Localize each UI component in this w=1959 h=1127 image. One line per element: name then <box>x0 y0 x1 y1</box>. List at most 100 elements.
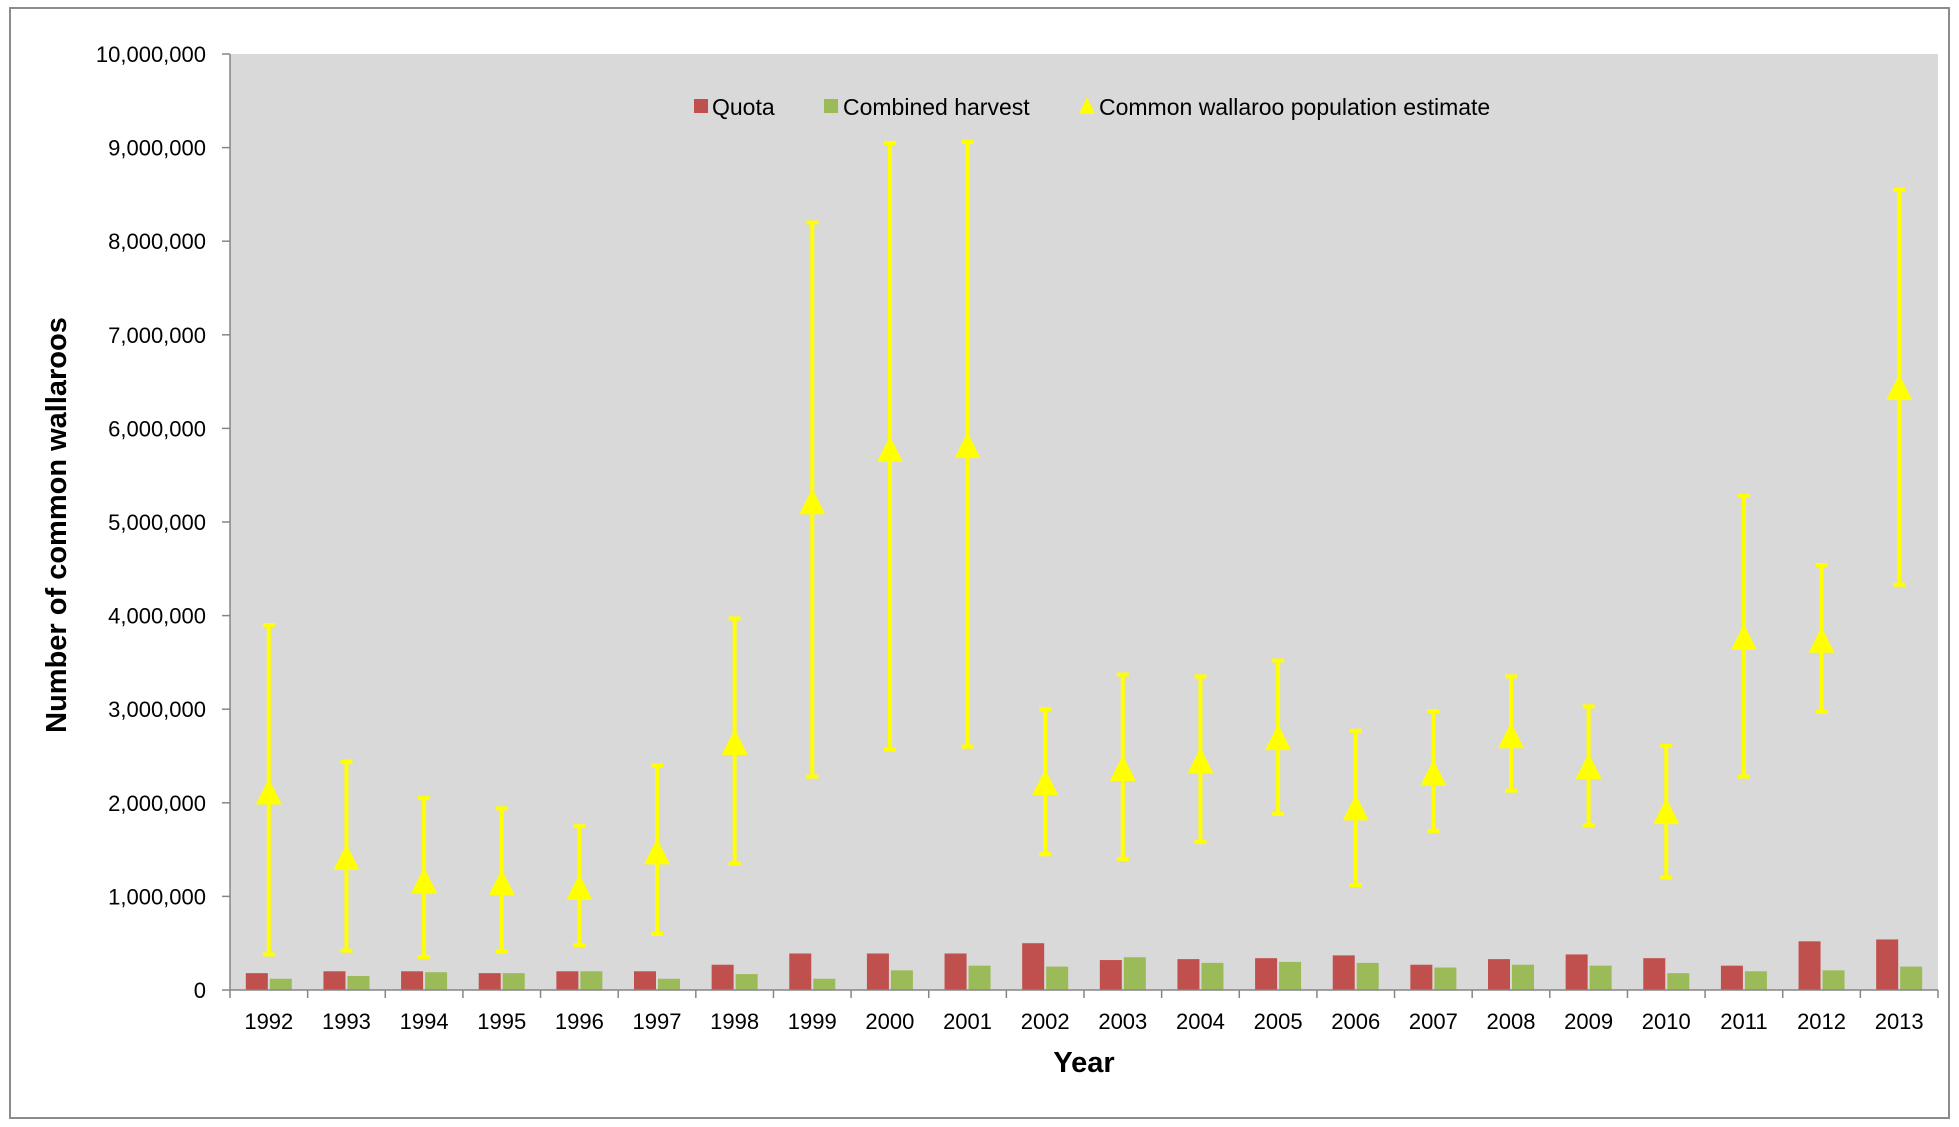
harvest-bar-2005 <box>1279 961 1302 990</box>
x-ticks-layer: 1992 1993 1994 1995 1996 1997 1998 1999 2000 2001… <box>229 990 1939 1034</box>
legend-label-population-estimate: Common wallaroo population estimate <box>1099 94 1490 120</box>
population-marker-2004 <box>1187 747 1214 774</box>
harvest-bar-2003 <box>1123 957 1146 990</box>
x-tick-label-1993: 1993 <box>322 1009 371 1034</box>
quota-bar-2002 <box>1022 943 1045 990</box>
quota-bar-2000 <box>866 953 889 990</box>
y-tick-label: 9,000,000 <box>108 136 206 161</box>
quota-bar-2008 <box>1488 959 1510 990</box>
harvest-bar-1995 <box>502 973 525 990</box>
harvest-bar-1997 <box>658 978 680 990</box>
quota-bar-2006 <box>1332 955 1355 990</box>
harvest-bar-1996 <box>580 971 603 990</box>
quota-bar-2004 <box>1177 959 1200 990</box>
y-ticks-layer: 0 1,000,000 2,000,000 3,000,000 4,000,000 5,0… <box>96 42 230 1003</box>
quota-bar-2013 <box>1876 939 1899 990</box>
x-tick-label-2005: 2005 <box>1254 1009 1303 1034</box>
x-tick-label-2000: 2000 <box>865 1009 914 1034</box>
x-tick-label-2010: 2010 <box>1642 1009 1691 1034</box>
population-marker-2009 <box>1575 753 1602 780</box>
y-tick-label: 7,000,000 <box>108 323 206 348</box>
quota-bar-2001 <box>944 953 967 990</box>
population-marker-1997 <box>644 838 670 865</box>
population-marker-1995 <box>488 869 515 896</box>
harvest-bar-2006 <box>1356 962 1379 990</box>
x-tick-label-2002: 2002 <box>1021 1009 1070 1034</box>
y-tick-label: 5,000,000 <box>108 510 206 535</box>
harvest-bar-2000 <box>890 970 913 990</box>
x-tick-label-2007: 2007 <box>1409 1009 1458 1034</box>
quota-bar-1995 <box>478 973 501 990</box>
quota-bar-2009 <box>1565 954 1588 990</box>
x-tick-label-1994: 1994 <box>400 1009 449 1034</box>
quota-bar-2007 <box>1410 964 1433 990</box>
population-marker-2013 <box>1886 374 1913 401</box>
harvest-bar-2002 <box>1046 966 1069 990</box>
harvest-bar-1992 <box>269 978 292 990</box>
legend-label-combined-harvest: Combined harvest <box>843 94 1030 120</box>
quota-bar-1999 <box>789 953 812 990</box>
harvest-bar-2010 <box>1667 973 1690 990</box>
legend: Quota Combined harvest Common wallaroo p… <box>694 94 1490 120</box>
population-marker-2001 <box>954 432 981 459</box>
population-marker-2007 <box>1420 759 1447 786</box>
quota-bar-1994 <box>401 971 424 990</box>
quota-bar-1992 <box>245 973 268 990</box>
x-tick-label-2004: 2004 <box>1176 1009 1225 1034</box>
quota-bar-2012 <box>1798 941 1821 990</box>
plot-area <box>230 54 1938 990</box>
x-tick-label-2009: 2009 <box>1564 1009 1613 1034</box>
x-tick-label-1997: 1997 <box>633 1009 682 1034</box>
harvest-bar-2008 <box>1512 964 1534 990</box>
harvest-bar-2007 <box>1434 967 1457 990</box>
x-tick-label-2001: 2001 <box>943 1009 992 1034</box>
population-marker-2006 <box>1342 794 1369 821</box>
quota-bar-2005 <box>1255 958 1278 990</box>
x-tick-label-2012: 2012 <box>1797 1009 1846 1034</box>
population-marker-2005 <box>1265 724 1292 751</box>
harvest-bar-2004 <box>1201 962 1224 990</box>
x-tick-label-1996: 1996 <box>555 1009 604 1034</box>
population-marker-2010 <box>1653 798 1680 825</box>
y-tick-label: 4,000,000 <box>108 604 206 629</box>
harvest-bar-1993 <box>347 975 370 990</box>
y-tick-label: 1,000,000 <box>108 884 206 909</box>
legend-swatch-combined-harvest <box>824 99 838 113</box>
x-tick-label-1999: 1999 <box>788 1009 837 1034</box>
harvest-bar-2013 <box>1900 966 1923 990</box>
quota-bar-2011 <box>1720 965 1743 990</box>
x-tick-label-2006: 2006 <box>1331 1009 1380 1034</box>
y-tick-label: 0 <box>194 978 206 1003</box>
population-marker-1994 <box>411 867 438 894</box>
markers-layer <box>255 374 1913 900</box>
harvest-bar-1998 <box>735 974 758 990</box>
population-marker-2003 <box>1109 755 1136 782</box>
harvest-bar-2009 <box>1589 965 1612 990</box>
y-tick-label: 6,000,000 <box>108 416 206 441</box>
quota-bar-2003 <box>1099 960 1122 990</box>
population-marker-1998 <box>721 728 748 755</box>
population-marker-2008 <box>1498 722 1524 749</box>
harvest-bar-1994 <box>425 972 448 990</box>
bars-layer <box>245 939 1923 990</box>
quota-bar-1997 <box>634 971 656 990</box>
y-tick-label: 2,000,000 <box>108 791 206 816</box>
x-tick-label-2008: 2008 <box>1487 1009 1536 1034</box>
x-tick-label-2011: 2011 <box>1720 1009 1767 1034</box>
population-marker-2000 <box>876 435 903 462</box>
x-tick-label-1998: 1998 <box>710 1009 759 1034</box>
quota-bar-1993 <box>323 971 346 990</box>
y-axis-title: Number of common wallaroos <box>41 317 73 733</box>
population-marker-1996 <box>566 873 593 900</box>
y-tick-label: 10,000,000 <box>96 42 206 67</box>
population-marker-1993 <box>333 843 360 870</box>
harvest-bar-2012 <box>1822 970 1845 990</box>
population-marker-2002 <box>1032 769 1059 796</box>
harvest-bar-1999 <box>813 978 836 990</box>
legend-swatch-quota <box>694 99 708 113</box>
legend-swatch-population-estimate <box>1079 97 1095 114</box>
x-tick-label-1992: 1992 <box>244 1009 293 1034</box>
x-axis-title: Year <box>1053 1047 1114 1079</box>
population-marker-2012 <box>1808 626 1835 653</box>
